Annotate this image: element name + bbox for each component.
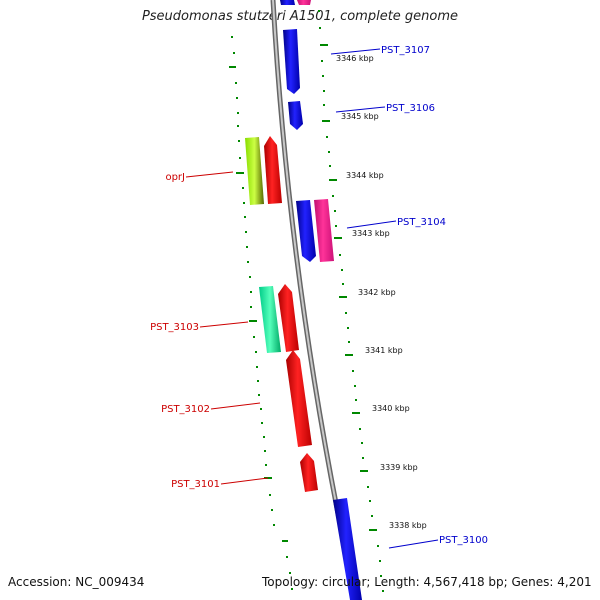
gene-label-pst-3101[interactable]: PST_3101	[171, 479, 220, 490]
kbp-label-3340: 3340 kbp	[372, 404, 410, 413]
reverse-gene-pst-3101[interactable]	[300, 453, 318, 492]
reverse-gene-red-2[interactable]	[278, 284, 299, 352]
kbp-label-3341: 3341 kbp	[365, 346, 403, 355]
forward-gene-pst-3106[interactable]	[288, 101, 303, 130]
forward-gene-pink-top[interactable]	[297, 0, 311, 5]
gene-label-oprj[interactable]: oprJ	[165, 172, 185, 183]
reverse-gene-opri-lime[interactable]	[245, 137, 264, 205]
reverse-track-ticks	[229, 36, 293, 590]
gene-label-pst-3107[interactable]: PST_3107	[381, 45, 430, 56]
reverse-gene-pst-3103-teal[interactable]	[259, 286, 281, 353]
kbp-label-3339: 3339 kbp	[380, 463, 418, 472]
kbp-label-3342: 3342 kbp	[358, 288, 396, 297]
forward-gene-pst-3104[interactable]	[296, 200, 316, 262]
forward-gene-pst-3100[interactable]	[333, 498, 362, 600]
kbp-label-3343: 3343 kbp	[352, 229, 390, 238]
gene-label-pst-3102[interactable]: PST_3102	[161, 404, 210, 415]
kbp-label-3344: 3344 kbp	[346, 171, 384, 180]
forward-gene-pst-3107[interactable]	[283, 29, 300, 94]
map-title: Pseudomonas stutzeri A1501, complete gen…	[141, 9, 459, 24]
reverse-label-leaders	[185, 171, 269, 485]
reverse-gene-pst-3102[interactable]	[286, 350, 312, 447]
forward-gene-pink[interactable]	[314, 199, 334, 262]
accession-text: Accession: NC_009434	[8, 575, 145, 589]
forward-track-ticks	[318, 10, 384, 592]
gene-label-pst-3103[interactable]: PST_3103	[150, 322, 199, 333]
kbp-label-3346: 3346 kbp	[336, 54, 374, 63]
kbp-label-3338: 3338 kbp	[389, 521, 427, 530]
forward-label-leaders	[330, 48, 439, 549]
reverse-gene-red-1[interactable]	[264, 136, 282, 204]
gene-label-pst-3106[interactable]: PST_3106	[386, 103, 435, 114]
gene-label-pst-3104[interactable]: PST_3104	[397, 217, 446, 228]
genome-summary-text: Topology: circular; Length: 4,567,418 bp…	[262, 575, 592, 589]
kbp-label-3345: 3345 kbp	[341, 112, 379, 121]
gene-label-pst-3100[interactable]: PST_3100	[439, 535, 488, 546]
forward-gene-blue-top[interactable]	[280, 0, 295, 5]
